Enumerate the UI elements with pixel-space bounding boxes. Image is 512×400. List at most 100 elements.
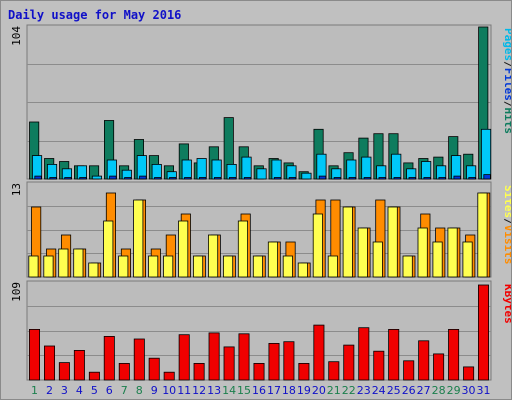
bar-pages-day-1 [34,175,42,180]
x-tick-day-15: 15 [237,384,251,397]
x-tick-day-19: 19 [297,384,311,397]
bar-kbytes-day-6 [103,335,115,381]
bar-files-day-23 [361,156,372,180]
ylabel-kbytes: KBytes [502,284,511,324]
bar-files-day-24 [376,165,387,180]
bar-files-day-31 [480,128,492,180]
ymax-label-kbytes: 109 [10,282,23,302]
bar-sites-day-4 [73,248,84,278]
bar-sites-day-16 [252,255,264,278]
x-tick-day-4: 4 [76,384,83,397]
bar-files-day-25 [391,153,402,180]
bar-pages-day-4 [79,177,87,180]
ylabel-part: Sites [502,185,511,218]
bar-sites-day-24 [372,241,383,278]
bar-files-day-12 [196,158,207,180]
ylabel-part: Files [502,68,511,101]
ylabel-part: KBytes [502,284,511,324]
bar-files-day-20 [316,153,327,180]
x-tick-day-18: 18 [282,384,296,397]
x-tick-day-26: 26 [402,384,416,397]
bar-sites-day-14 [222,255,234,278]
bar-pages-day-14 [228,177,237,180]
x-tick-day-16: 16 [252,384,266,397]
bar-pages-day-21 [333,177,342,180]
bar-sites-day-19 [297,262,308,278]
bar-sites-day-3 [58,248,69,278]
ylabel-sites-visits: Sites/Visits [502,185,511,265]
bar-sites-day-15 [237,220,249,278]
bar-files-day-28 [436,165,447,180]
bar-files-day-13 [211,159,222,180]
bar-kbytes-day-14 [223,346,235,381]
bar-kbytes-day-4 [73,349,85,381]
bar-kbytes-day-18 [283,341,295,381]
bar-kbytes-day-2 [44,345,56,381]
bar-kbytes-day-1 [28,328,40,381]
bar-sites-day-27 [417,227,428,278]
bar-kbytes-day-10 [163,371,175,381]
bar-kbytes-day-7 [118,362,130,381]
x-tick-day-21: 21 [327,384,341,397]
bar-pages-day-2 [49,177,57,180]
x-tick-day-22: 22 [342,384,356,397]
ymax-label-pages-files-hits: 104 [10,26,23,46]
bar-sites-day-20 [312,213,323,278]
bar-kbytes-day-19 [298,362,310,381]
x-tick-day-14: 14 [222,384,236,397]
bar-kbytes-day-24 [373,350,385,381]
bar-pages-day-8 [139,175,147,180]
bar-pages-day-11 [184,177,192,180]
bar-sites-day-13 [207,234,219,278]
x-tick-day-7: 7 [121,384,128,397]
bar-files-day-29 [451,155,462,180]
bar-kbytes-day-22 [343,344,355,381]
bar-pages-day-28 [438,177,446,180]
bar-pages-day-27 [423,177,431,180]
bar-kbytes-day-11 [178,334,190,381]
ylabel-pages-files-hits: Pages/Files/Hits [502,28,511,134]
bar-files-day-27 [421,161,432,180]
bar-files-day-5 [91,175,103,180]
bar-sites-day-23 [357,227,368,278]
bar-kbytes-day-21 [328,361,340,381]
bar-pages-day-12 [198,177,207,180]
bar-kbytes-day-17 [268,342,280,381]
bar-files-day-16 [256,168,267,180]
x-tick-day-30: 30 [462,384,476,397]
bar-kbytes-day-29 [448,328,460,381]
bar-sites-day-25 [387,206,398,278]
bar-pages-day-22 [348,177,357,180]
bar-sites-day-28 [432,241,443,278]
x-tick-day-10: 10 [162,384,176,397]
x-tick-day-6: 6 [106,384,113,397]
x-tick-day-8: 8 [136,384,143,397]
x-tick-day-3: 3 [61,384,68,397]
bar-kbytes-day-26 [403,360,415,381]
bar-sites-day-31 [477,192,488,278]
bar-pages-day-17 [273,177,282,180]
bar-pages-day-31 [483,174,491,180]
bar-sites-day-30 [462,241,473,278]
x-tick-day-12: 12 [192,384,206,397]
bar-pages-day-18 [288,177,297,180]
bar-sites-day-2 [43,255,54,278]
bar-kbytes-day-13 [208,332,220,381]
x-tick-day-24: 24 [372,384,386,397]
bar-files-day-11 [181,159,192,180]
bar-sites-day-22 [342,206,353,278]
bar-pages-day-24 [378,177,386,180]
bar-files-day-19 [301,172,312,180]
bar-kbytes-day-15 [238,333,250,381]
x-tick-day-11: 11 [177,384,191,397]
bar-kbytes-day-16 [253,362,265,381]
bar-pages-day-20 [318,175,327,180]
bar-kbytes-day-30 [463,366,475,381]
bar-files-day-9 [151,163,162,180]
bar-pages-day-15 [243,177,252,180]
x-tick-day-31: 31 [477,384,491,397]
bar-pages-day-23 [363,177,372,180]
bar-kbytes-day-27 [418,340,430,381]
bar-sites-day-26 [402,255,413,278]
bar-sites-day-17 [267,241,278,278]
